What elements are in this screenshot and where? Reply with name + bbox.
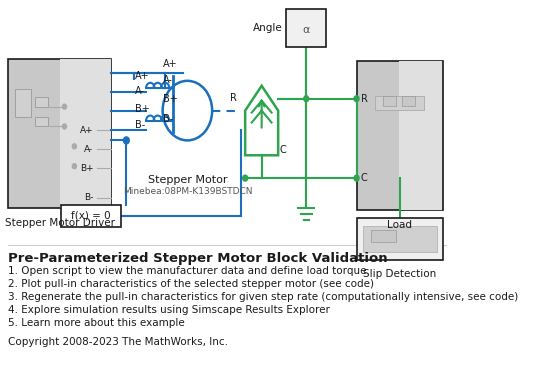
Text: R: R xyxy=(360,94,368,104)
Text: A+: A+ xyxy=(135,71,149,81)
Text: B+: B+ xyxy=(162,94,177,104)
Bar xyxy=(402,96,415,106)
Bar xyxy=(383,96,396,106)
Text: α: α xyxy=(302,25,310,35)
Bar xyxy=(357,218,443,259)
Text: Minebea:08PM-K139BSTDCN: Minebea:08PM-K139BSTDCN xyxy=(123,187,252,196)
Circle shape xyxy=(72,144,77,149)
Text: f(x) = 0: f(x) = 0 xyxy=(71,211,110,221)
Bar xyxy=(35,117,48,126)
Text: C: C xyxy=(280,145,287,155)
Text: A-: A- xyxy=(84,145,94,154)
Bar xyxy=(399,61,443,210)
Bar xyxy=(35,97,48,106)
Text: C: C xyxy=(360,173,368,183)
Text: Slip Detection: Slip Detection xyxy=(363,269,437,280)
Text: 2. Plot pull-in characteristics of the selected stepper motor (see code): 2. Plot pull-in characteristics of the s… xyxy=(8,279,374,289)
Bar xyxy=(357,61,443,210)
Text: 3. Regenerate the pull-in characteristics for given step rate (computationally i: 3. Regenerate the pull-in characteristic… xyxy=(8,292,519,302)
Circle shape xyxy=(354,175,359,181)
Circle shape xyxy=(243,175,248,181)
Bar xyxy=(371,230,396,242)
Text: Copyright 2008-2023 The MathWorks, Inc.: Copyright 2008-2023 The MathWorks, Inc. xyxy=(8,337,228,347)
Text: B-: B- xyxy=(162,113,173,124)
Text: Stepper Motor Driver: Stepper Motor Driver xyxy=(5,218,115,228)
Text: B+: B+ xyxy=(80,164,94,173)
Text: B-: B- xyxy=(135,119,145,129)
Bar xyxy=(375,96,424,110)
Circle shape xyxy=(304,96,309,102)
Circle shape xyxy=(124,137,129,144)
Text: Load: Load xyxy=(387,220,412,230)
Bar xyxy=(287,9,326,47)
Text: 1. Open script to view the manufacturer data and define load torque: 1. Open script to view the manufacturer … xyxy=(8,266,367,277)
Bar xyxy=(61,205,120,227)
Text: A+: A+ xyxy=(162,59,177,69)
Text: R: R xyxy=(230,93,237,103)
Bar xyxy=(363,226,437,252)
Bar xyxy=(15,89,32,117)
Text: Pre-Parameterized Stepper Motor Block Validation: Pre-Parameterized Stepper Motor Block Va… xyxy=(8,252,388,264)
Circle shape xyxy=(72,164,77,169)
Text: B-: B- xyxy=(84,193,94,202)
Circle shape xyxy=(62,104,67,109)
Text: B+: B+ xyxy=(135,104,149,113)
Text: Stepper Motor: Stepper Motor xyxy=(148,175,227,185)
Text: Angle: Angle xyxy=(253,23,283,33)
Circle shape xyxy=(354,96,359,102)
Bar xyxy=(8,59,112,208)
Text: A-: A- xyxy=(162,75,172,85)
Text: 5. Learn more about this example: 5. Learn more about this example xyxy=(8,318,185,328)
Text: A-: A- xyxy=(135,86,144,96)
Text: A+: A+ xyxy=(80,126,94,135)
Text: 4. Explore simulation results using Simscape Results Explorer: 4. Explore simulation results using Sims… xyxy=(8,305,330,315)
Bar xyxy=(60,59,110,208)
Circle shape xyxy=(62,124,67,129)
